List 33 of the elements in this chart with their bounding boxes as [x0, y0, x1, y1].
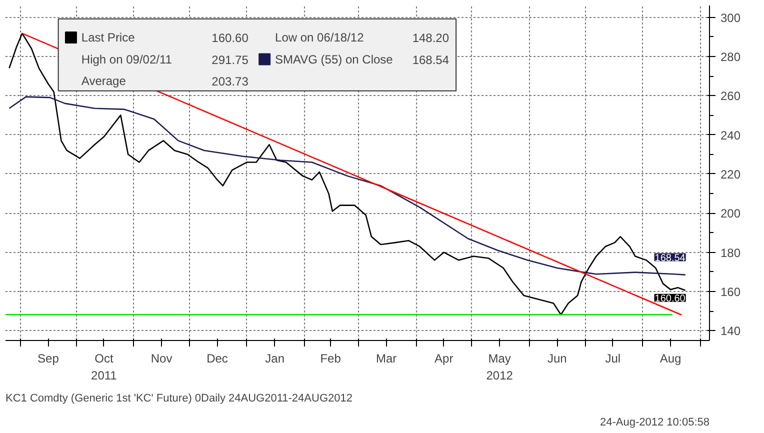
legend-label: Last Price [81, 30, 136, 44]
x-tick-label: Jan [265, 352, 285, 366]
data-label: 160.60 [654, 293, 686, 304]
x-tick-label: Aug [660, 352, 682, 366]
x-tick-label: Feb [320, 352, 342, 366]
text: KC1 Comdty (Generic 1st 'KC' Future) 0Daily 24AUG2011-24AUG2012 [6, 392, 352, 404]
y-tick-label: 260 [720, 89, 741, 104]
y-tick-label: 140 [720, 324, 741, 338]
y-tick-label: 160 [720, 285, 741, 300]
y-tick-label: 180 [720, 246, 741, 260]
text: 160.60 [212, 30, 248, 45]
x-tick-label: Oct 2011 [91, 352, 118, 382]
x-tick-label: Jul [605, 352, 621, 366]
text: Average 203.73 [81, 74, 248, 89]
text: 168.54 [412, 52, 450, 67]
text: Low on 06/18/12 148.20 [275, 30, 450, 45]
y-tick-label: 220 [720, 167, 741, 182]
data-label: 168.54 [654, 252, 686, 264]
y-tick-label: 240 [720, 128, 741, 142]
x-tick-label: May 2012 [486, 352, 514, 382]
x-tick-label: Nov [150, 352, 172, 366]
line-series [8, 96, 686, 276]
x-tick-label: Dec [206, 352, 228, 366]
text: 24-Aug-2012 10:05:58 [600, 416, 710, 428]
text: High on 09/02/11 291.75 [81, 52, 248, 67]
y-tick-label: 300 [720, 10, 741, 25]
x-tick-label: Sep [38, 352, 60, 366]
y-tick-label: 200 [720, 206, 741, 221]
x-tick-label: Jun [548, 352, 567, 366]
x-tick-label: Mar [376, 352, 397, 366]
legend-label: SMAVG (55) on Close [275, 52, 394, 66]
x-tick-label: Apr [434, 352, 454, 366]
y-tick-label: 280 [720, 50, 741, 64]
